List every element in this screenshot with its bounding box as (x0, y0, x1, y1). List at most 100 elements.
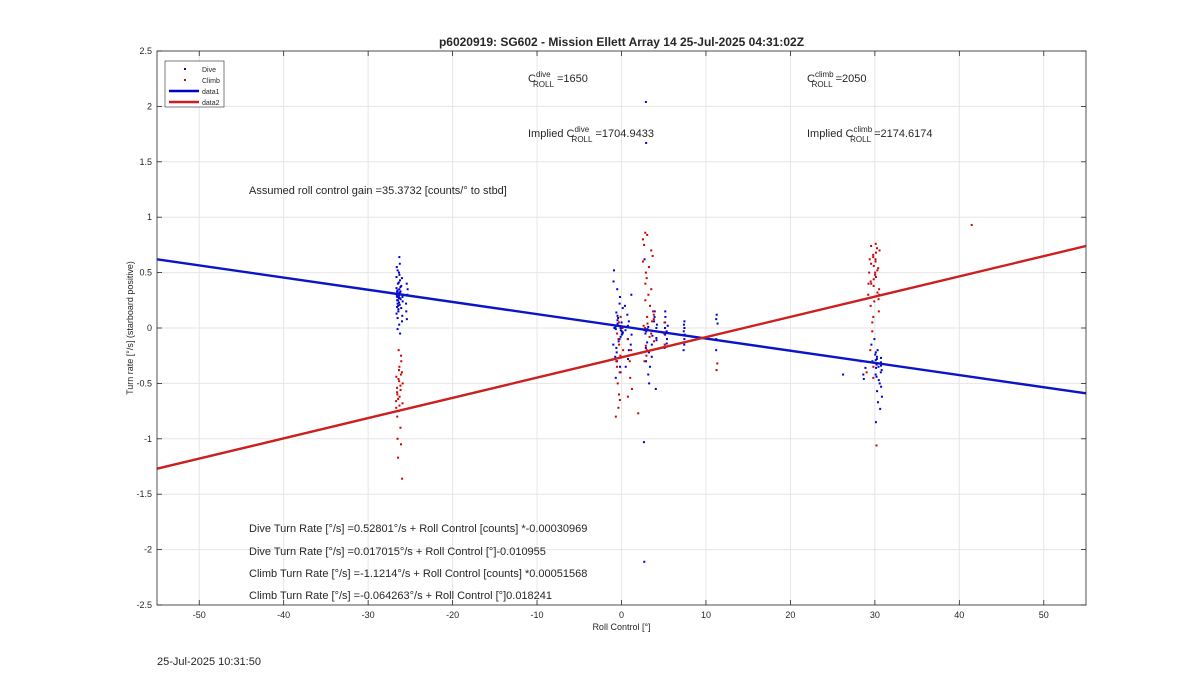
legend-label: data1 (202, 89, 220, 96)
climb-point (630, 387, 633, 390)
dive-point (875, 366, 878, 369)
climb-point (872, 284, 875, 287)
legend-label: Dive (202, 67, 216, 74)
dive-point (880, 385, 883, 388)
dive-point (653, 310, 656, 313)
climb-point (874, 251, 877, 254)
y-tick-label: -1 (144, 434, 152, 444)
dive-point (630, 293, 633, 296)
dive-point (620, 321, 623, 324)
climb-point (396, 386, 399, 389)
x-tick-label: -40 (277, 610, 290, 620)
dive-point (682, 330, 685, 333)
climb-point (618, 399, 621, 402)
dive-point (870, 343, 873, 346)
dive-point (616, 322, 619, 325)
dive-point (395, 266, 398, 269)
climb-point (872, 253, 875, 256)
dive-point (398, 323, 401, 326)
dive-point (618, 302, 621, 305)
y-tick-label: -2 (144, 545, 152, 555)
climb-point (867, 282, 870, 285)
dive-point (874, 353, 877, 356)
dive-point (864, 366, 867, 369)
climb-point (641, 238, 644, 241)
dive-point (397, 304, 400, 307)
dive-point (612, 280, 615, 283)
dive-point (627, 320, 630, 323)
dive-point (621, 307, 624, 310)
implied-c-roll-climb-annotation-text: Implied Cclimb ROLL =2174.6174 (807, 125, 933, 144)
climb-point (875, 444, 878, 447)
climb-point (644, 271, 647, 274)
climb-point (873, 300, 876, 303)
dive-point (650, 343, 653, 346)
climb-point (870, 282, 873, 285)
dive-point (614, 376, 617, 379)
dive-point (398, 256, 401, 259)
dive-point (395, 312, 398, 315)
dive-point (401, 295, 404, 298)
climb-point (629, 376, 632, 379)
fit-line-data1 (156, 258, 1087, 395)
dive-point (880, 356, 883, 359)
climb-point (970, 223, 973, 226)
dive-point (621, 331, 624, 334)
climb-point (398, 395, 401, 398)
climb-point (652, 313, 655, 316)
climb-point (877, 310, 880, 313)
climb-point (395, 406, 398, 409)
climb-point (642, 324, 645, 327)
dive-point (880, 395, 883, 398)
c-roll-climb-annotation: Cclimb ROLL =2050 (807, 70, 866, 89)
dive-point (648, 382, 651, 385)
dive-point (878, 382, 881, 385)
climb-point (395, 400, 398, 403)
dive-point (396, 305, 399, 308)
climb-point (872, 365, 875, 368)
dive-point (401, 300, 404, 303)
dive-point (682, 323, 685, 326)
dive-point (616, 319, 619, 322)
implied-c-roll-climb-annotation: Implied Cclimb ROLL =2174.6174 (807, 125, 933, 144)
climb-point (650, 249, 653, 252)
dive-point (612, 269, 615, 272)
dive-point (396, 317, 399, 320)
dive-point (397, 308, 400, 311)
dive-point (395, 294, 398, 297)
dive-point (647, 325, 650, 328)
climb-point (872, 315, 875, 318)
dive-point (619, 327, 622, 329)
dive-point (615, 346, 618, 349)
dive-point (664, 315, 667, 318)
climb-point (871, 330, 874, 333)
climb-point (868, 258, 871, 261)
climb-point (650, 332, 653, 335)
dive-point (615, 351, 618, 354)
dive-point (401, 314, 404, 317)
dive-point (683, 343, 686, 346)
c-roll-dive-annotation: Cdive ROLL =1650 (528, 70, 588, 89)
climb-point (664, 321, 667, 324)
climb-point (878, 288, 881, 291)
dive-point (683, 327, 686, 329)
legend-box (164, 60, 225, 108)
climb-point (663, 343, 666, 346)
climb-point (619, 315, 622, 318)
dive-point (664, 327, 667, 329)
climb-point (643, 243, 646, 246)
climb-point (399, 389, 402, 392)
dive-point (397, 310, 400, 313)
climb-point (643, 360, 646, 363)
dive-point (874, 373, 877, 376)
dive-point (643, 560, 646, 563)
dive-point (879, 361, 882, 364)
climb-point (874, 276, 877, 279)
climb-point (618, 343, 621, 346)
climb-point (617, 321, 620, 324)
climb-point (872, 278, 875, 281)
dive-point (398, 288, 401, 291)
x-axis-label: Roll Control [°] (592, 622, 650, 632)
climb-point (874, 242, 877, 245)
